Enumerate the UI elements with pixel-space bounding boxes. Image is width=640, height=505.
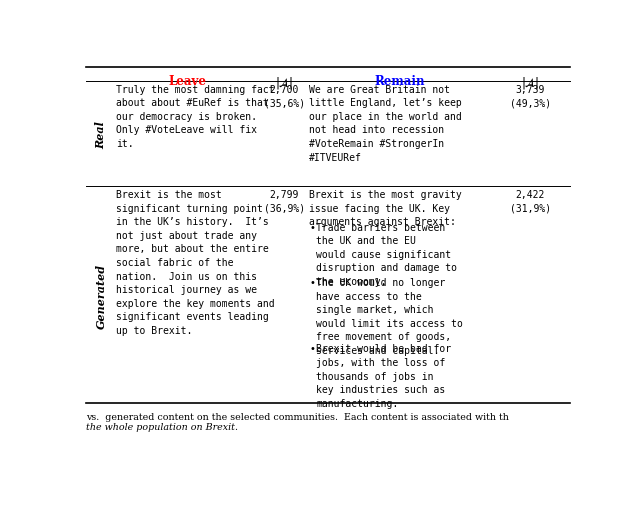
Text: 3,739
(49,3%): 3,739 (49,3%) <box>509 84 551 108</box>
Text: 2,422
(31,9%): 2,422 (31,9%) <box>509 190 551 213</box>
Text: Trade barriers between
the UK and the EU
would cause significant
disruption and : Trade barriers between the UK and the EU… <box>316 222 458 286</box>
Text: •: • <box>309 344 316 354</box>
Text: Brexit would be bad for
jobs, with the loss of
thousands of jobs in
key industri: Brexit would be bad for jobs, with the l… <box>316 344 451 408</box>
Text: the whole population on Brexit.: the whole population on Brexit. <box>86 422 238 431</box>
Text: $|\mathcal{A}|$: $|\mathcal{A}|$ <box>275 74 294 90</box>
Text: •: • <box>309 222 316 232</box>
Text: Generated: Generated <box>95 263 106 328</box>
Text: 2,799
(36,9%): 2,799 (36,9%) <box>264 190 305 213</box>
Text: We are Great Britain not
little England, let’s keep
our place in the world and
n: We are Great Britain not little England,… <box>308 84 461 162</box>
Text: Brexit is the most
significant turning point
in the UK’s history.  It’s
not just: Brexit is the most significant turning p… <box>116 190 275 335</box>
Text: •: • <box>309 278 316 287</box>
Text: 2,700
(35,6%): 2,700 (35,6%) <box>264 84 305 108</box>
Text: vs.  generated content on the selected communities.  Each content is associated : vs. generated content on the selected co… <box>86 413 509 422</box>
Text: $|\mathcal{A}|$: $|\mathcal{A}|$ <box>521 74 540 90</box>
Text: Brexit is the most gravity
issue facing the UK. Key
arguments against Brexit:: Brexit is the most gravity issue facing … <box>308 190 461 227</box>
Text: Leave: Leave <box>169 74 207 87</box>
Text: The UK would no longer
have access to the
single market, which
would limit its a: The UK would no longer have access to th… <box>316 278 463 356</box>
Text: Truly the most damning fact
about about #EuRef is that
our democracy is broken.
: Truly the most damning fact about about … <box>116 84 275 148</box>
Text: Remain: Remain <box>374 74 425 87</box>
Text: Real: Real <box>95 121 106 148</box>
